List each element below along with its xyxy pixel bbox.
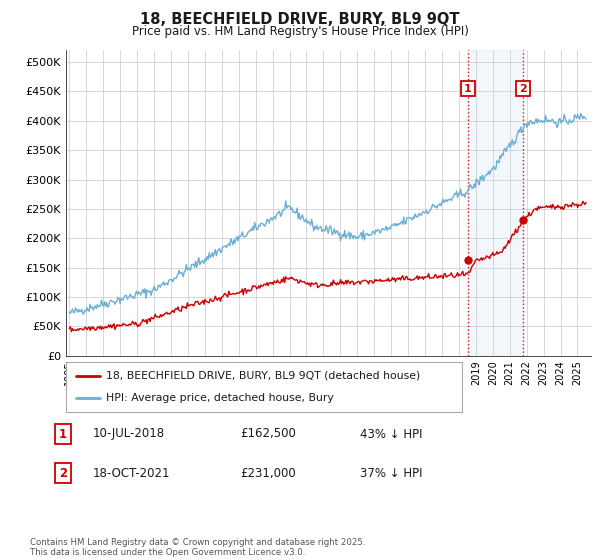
Bar xyxy=(468,50,523,356)
Text: 10-JUL-2018: 10-JUL-2018 xyxy=(93,427,165,441)
Text: 43% ↓ HPI: 43% ↓ HPI xyxy=(360,427,422,441)
Text: 37% ↓ HPI: 37% ↓ HPI xyxy=(360,466,422,480)
Text: £231,000: £231,000 xyxy=(240,466,296,480)
Text: Contains HM Land Registry data © Crown copyright and database right 2025.
This d: Contains HM Land Registry data © Crown c… xyxy=(30,538,365,557)
Text: HPI: Average price, detached house, Bury: HPI: Average price, detached house, Bury xyxy=(106,393,334,403)
Text: 2: 2 xyxy=(59,466,67,480)
Text: 18, BEECHFIELD DRIVE, BURY, BL9 9QT (detached house): 18, BEECHFIELD DRIVE, BURY, BL9 9QT (det… xyxy=(106,371,420,381)
Text: 18-OCT-2021: 18-OCT-2021 xyxy=(93,466,170,480)
Text: Price paid vs. HM Land Registry's House Price Index (HPI): Price paid vs. HM Land Registry's House … xyxy=(131,25,469,38)
Text: 2: 2 xyxy=(519,83,527,94)
Text: 18, BEECHFIELD DRIVE, BURY, BL9 9QT: 18, BEECHFIELD DRIVE, BURY, BL9 9QT xyxy=(140,12,460,27)
Text: 1: 1 xyxy=(59,427,67,441)
Text: 1: 1 xyxy=(464,83,472,94)
Text: £162,500: £162,500 xyxy=(240,427,296,441)
